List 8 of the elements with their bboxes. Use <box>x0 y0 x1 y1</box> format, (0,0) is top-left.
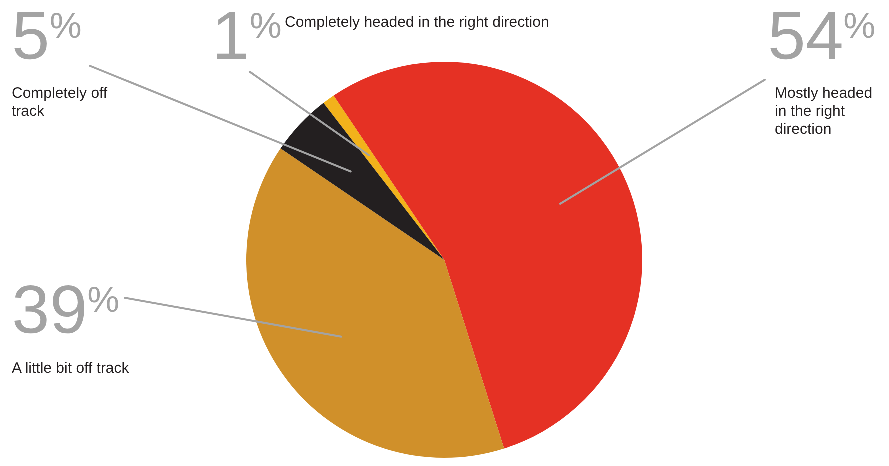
slice-label: Completely off track <box>12 85 109 121</box>
data-label: 54% <box>768 0 876 74</box>
slice-label: A little bit off track <box>12 360 130 378</box>
slice-label: Completely headed in the right direction <box>285 14 550 32</box>
slice-label: Mostly headed in the right direction <box>775 85 874 139</box>
data-label: 5% <box>12 0 82 74</box>
data-label: 1% <box>212 0 282 74</box>
data-label: 39% <box>12 272 120 348</box>
